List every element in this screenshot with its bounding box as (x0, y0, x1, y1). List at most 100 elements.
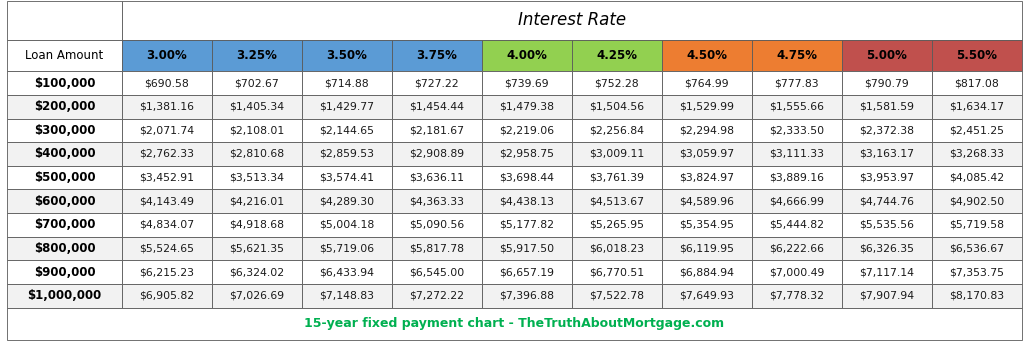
Bar (571, 40, 662, 71)
Bar (571, 95, 662, 119)
Bar (7, 308, 1022, 340)
Text: $400,000: $400,000 (34, 147, 95, 161)
Bar (482, 260, 571, 284)
Text: $2,181.67: $2,181.67 (410, 125, 465, 135)
Text: $4,216.01: $4,216.01 (229, 196, 285, 206)
Bar (122, 213, 212, 237)
Text: $3,111.33: $3,111.33 (769, 149, 824, 159)
Bar (7, 166, 122, 190)
Bar (212, 71, 302, 95)
Bar (932, 260, 1022, 284)
Text: $714.88: $714.88 (325, 78, 370, 88)
Text: $7,272.22: $7,272.22 (410, 291, 465, 301)
Bar (752, 237, 842, 260)
Text: $702.67: $702.67 (234, 78, 280, 88)
Text: $7,522.78: $7,522.78 (590, 291, 644, 301)
Text: 4.50%: 4.50% (686, 49, 727, 62)
Bar (842, 119, 932, 142)
Bar (212, 142, 302, 166)
Bar (571, 166, 662, 190)
Bar (752, 95, 842, 119)
Bar (571, 190, 662, 213)
Bar (571, 284, 662, 308)
Text: $1,405.34: $1,405.34 (229, 102, 285, 112)
Text: $817.08: $817.08 (954, 78, 999, 88)
Text: $6,324.02: $6,324.02 (229, 267, 285, 277)
Text: $7,396.88: $7,396.88 (500, 291, 554, 301)
Text: $1,479.38: $1,479.38 (500, 102, 554, 112)
Text: $4,143.49: $4,143.49 (139, 196, 195, 206)
Bar (571, 260, 662, 284)
Bar (7, 71, 122, 95)
Text: 5.00%: 5.00% (866, 49, 907, 62)
Bar (842, 190, 932, 213)
Text: $4,438.13: $4,438.13 (500, 196, 554, 206)
Bar (392, 119, 482, 142)
Text: $4,744.76: $4,744.76 (859, 196, 914, 206)
Text: 4.75%: 4.75% (776, 49, 817, 62)
Text: $600,000: $600,000 (34, 195, 95, 208)
Text: 5.50%: 5.50% (956, 49, 997, 62)
Text: 15-year fixed payment chart - TheTruthAboutMortgage.com: 15-year fixed payment chart - TheTruthAb… (304, 317, 725, 330)
Bar (482, 40, 571, 71)
Bar (122, 40, 212, 71)
Bar (7, 213, 122, 237)
Bar (932, 284, 1022, 308)
Text: $3,059.97: $3,059.97 (679, 149, 734, 159)
Bar (662, 237, 752, 260)
Text: $4,289.30: $4,289.30 (319, 196, 375, 206)
Text: $6,018.23: $6,018.23 (590, 243, 644, 253)
Text: $3,009.11: $3,009.11 (589, 149, 644, 159)
Text: $2,071.74: $2,071.74 (139, 125, 195, 135)
Bar (752, 284, 842, 308)
Bar (662, 40, 752, 71)
Bar (482, 237, 571, 260)
Bar (571, 142, 662, 166)
Bar (482, 166, 571, 190)
Bar (482, 95, 571, 119)
Bar (212, 166, 302, 190)
Text: $7,026.69: $7,026.69 (229, 291, 285, 301)
Bar (752, 119, 842, 142)
Bar (932, 190, 1022, 213)
Text: $4,085.42: $4,085.42 (949, 173, 1005, 183)
Bar (302, 260, 392, 284)
Bar (842, 142, 932, 166)
Bar (7, 95, 122, 119)
Bar (932, 40, 1022, 71)
Bar (122, 119, 212, 142)
Bar (752, 142, 842, 166)
Bar (752, 40, 842, 71)
Bar (122, 142, 212, 166)
Text: $1,634.17: $1,634.17 (949, 102, 1005, 112)
Text: $1,429.77: $1,429.77 (319, 102, 375, 112)
Text: $3,761.39: $3,761.39 (590, 173, 644, 183)
Text: 3.75%: 3.75% (417, 49, 458, 62)
Text: $1,454.44: $1,454.44 (410, 102, 465, 112)
Bar (212, 119, 302, 142)
Text: $1,504.56: $1,504.56 (590, 102, 644, 112)
Text: $6,545.00: $6,545.00 (410, 267, 465, 277)
Text: $3,163.17: $3,163.17 (859, 149, 914, 159)
Bar (302, 213, 392, 237)
Text: 4.25%: 4.25% (596, 49, 637, 62)
Text: $4,363.33: $4,363.33 (410, 196, 465, 206)
Text: $6,657.19: $6,657.19 (500, 267, 554, 277)
Bar (571, 119, 662, 142)
Bar (122, 190, 212, 213)
Text: Interest Rate: Interest Rate (518, 11, 626, 29)
Text: $5,719.58: $5,719.58 (949, 220, 1005, 230)
Text: $7,778.32: $7,778.32 (769, 291, 824, 301)
Bar (392, 95, 482, 119)
Bar (7, 284, 122, 308)
Text: $3,636.11: $3,636.11 (410, 173, 465, 183)
Text: 3.00%: 3.00% (146, 49, 187, 62)
Text: $300,000: $300,000 (34, 124, 95, 137)
Text: $3,698.44: $3,698.44 (500, 173, 554, 183)
Bar (302, 190, 392, 213)
Bar (662, 260, 752, 284)
Bar (7, 142, 122, 166)
Bar (122, 71, 212, 95)
Text: $7,649.93: $7,649.93 (679, 291, 734, 301)
Text: $2,372.38: $2,372.38 (859, 125, 914, 135)
